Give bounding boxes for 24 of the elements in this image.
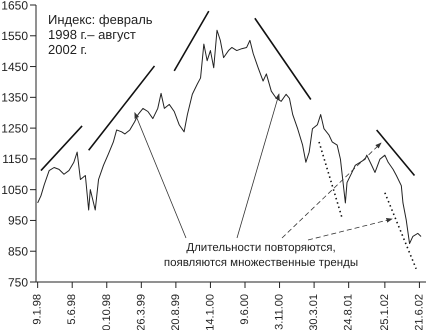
y-tick-label: 1650 [1, 0, 28, 12]
y-tick-label: 1250 [1, 121, 28, 136]
y-tick-label: 1450 [1, 60, 28, 74]
x-tick-label: 26.3.99 [135, 294, 148, 330]
x-tick-label: 3.11.00 [274, 294, 286, 330]
x-tick-label: 0.10.98 [100, 294, 113, 330]
y-tick-label: 1050 [1, 182, 28, 197]
annotation: Длительности повторяются, появляются множественные тренды [162, 241, 360, 271]
y-tick-label: 850 [8, 244, 28, 258]
x-tick-label: 25.1.02 [378, 294, 391, 330]
x-tick-label: 20.8.99 [170, 294, 182, 330]
x-tick-label: 9.1.98 [32, 294, 44, 325]
x-tick-label: 5.6.98 [66, 294, 78, 325]
x-tick-label: 24.8.01 [342, 294, 355, 330]
y-tick-label: 1150 [2, 152, 28, 166]
x-tick-label: 9.6.00 [238, 294, 251, 325]
y-tick-label: 1350 [1, 90, 28, 105]
y-tick-label: 1550 [1, 29, 28, 44]
text: Индекс: февраль 1998 г.– август 2002 г. [48, 12, 154, 57]
y-tick-label: 750 [8, 275, 28, 290]
x-tick-label: 14.1.00 [204, 294, 216, 330]
x-tick-label: 21.6.02 [413, 294, 426, 330]
y-tick-label: 950 [8, 214, 28, 228]
x-tick-label: 30.3.01 [308, 294, 320, 330]
